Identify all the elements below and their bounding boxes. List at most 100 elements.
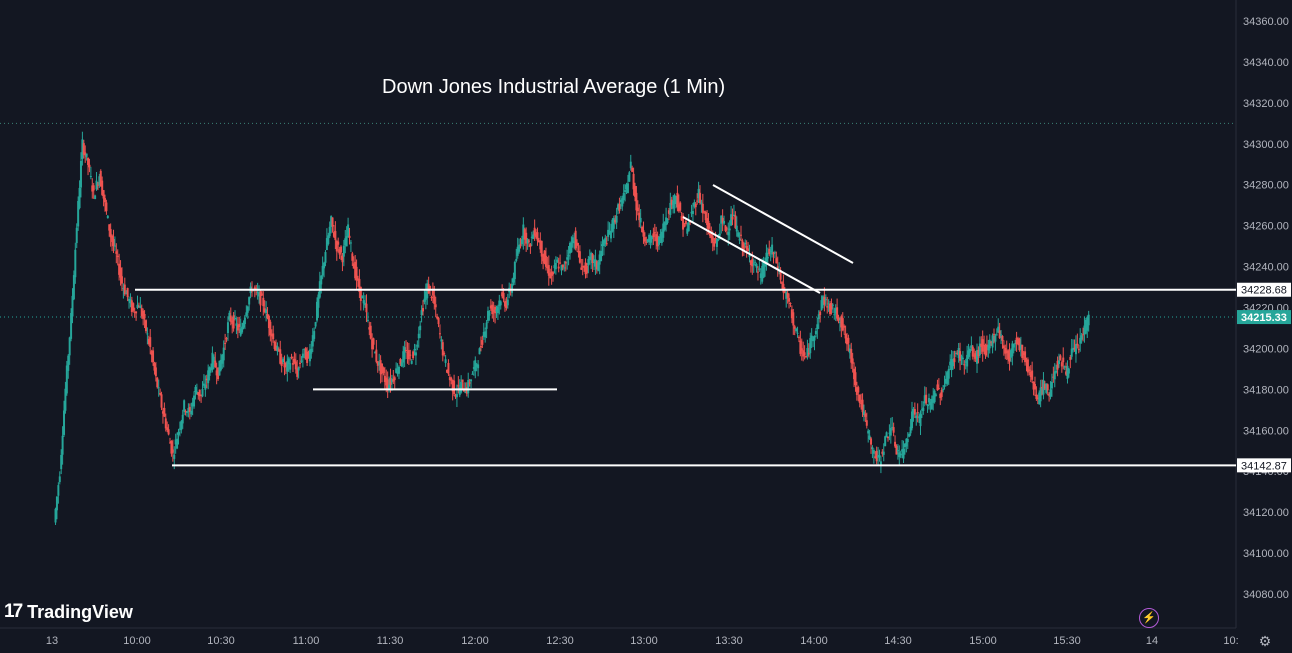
candle-body [737, 232, 740, 237]
candle-body [316, 301, 318, 321]
candle-body [669, 202, 672, 215]
candle-body [277, 349, 280, 351]
candle-body [720, 215, 723, 224]
candle-body [738, 238, 741, 241]
candle-body [498, 300, 501, 307]
candle-body [362, 300, 365, 304]
candle-body [116, 255, 119, 257]
candle-body [275, 345, 278, 351]
candle-body [267, 315, 270, 329]
candle-body [505, 300, 508, 308]
candle-body [1086, 317, 1089, 331]
candle-body [634, 186, 636, 197]
candle-body [194, 386, 197, 393]
candle-body [263, 308, 266, 313]
candle-body [833, 314, 836, 316]
candle-body [580, 267, 583, 270]
candle-body [732, 214, 735, 217]
candle-body [1007, 350, 1010, 360]
candle-body [980, 343, 983, 347]
candle-body [542, 254, 545, 262]
candle-body [245, 312, 248, 316]
candle-body [925, 394, 928, 404]
candle-body [881, 451, 884, 454]
candle-body [730, 214, 733, 226]
candle-body [102, 190, 105, 199]
candle-body [282, 358, 285, 363]
candle-body [700, 202, 703, 204]
x-tick-label: 10:00 [123, 635, 151, 647]
candle-body [838, 321, 841, 323]
candle-body [1001, 336, 1004, 341]
candle-body [574, 230, 577, 249]
candle-body [997, 326, 1000, 333]
candle-body [265, 309, 268, 314]
candle-body [756, 271, 759, 273]
candle-body [976, 350, 979, 364]
candle-body [674, 196, 677, 200]
candle-body [492, 310, 495, 312]
candle-body [827, 303, 830, 305]
candle-body [624, 190, 627, 193]
candle-body [676, 192, 679, 208]
candle-body [85, 153, 88, 157]
candle-body [1055, 370, 1058, 373]
candle-body [848, 348, 851, 354]
y-tick-label: 34120.00 [1243, 507, 1289, 519]
candle-body [330, 216, 333, 227]
candle-body [416, 345, 419, 347]
candle-body [699, 192, 702, 203]
candle-body [1032, 381, 1035, 390]
candle-body [474, 360, 477, 372]
candle-body [293, 358, 296, 363]
candle-body [129, 299, 132, 304]
candle-body [903, 443, 906, 448]
candle-body [857, 387, 860, 393]
candle-body [748, 255, 751, 258]
y-tick-label: 34260.00 [1243, 221, 1289, 233]
candle-body [444, 359, 447, 363]
candle-body [888, 432, 891, 434]
candle-body [872, 450, 875, 454]
candle-body [87, 158, 90, 165]
candle-body [383, 375, 386, 383]
candle-body [909, 426, 912, 434]
candle-body [751, 259, 754, 267]
candle-body [310, 348, 313, 354]
candle-body [892, 427, 895, 433]
last-price-box [1237, 310, 1291, 325]
candle-body [446, 369, 449, 373]
tradingview-logo[interactable]: 17 TradingView [4, 601, 133, 623]
candle-body [270, 333, 273, 337]
candle-body [749, 260, 752, 266]
candle-body [414, 352, 417, 356]
candle-body [1056, 360, 1059, 370]
candle-body [1004, 348, 1007, 354]
candle-body [1076, 343, 1079, 346]
candle-body [670, 199, 673, 205]
candle-body [740, 234, 742, 236]
candle-body [441, 342, 444, 356]
candle-body [122, 288, 125, 290]
candle-body [622, 193, 625, 201]
candle-body [431, 288, 434, 296]
candle-body [861, 399, 864, 413]
candle-body [351, 253, 354, 261]
candle-body [680, 216, 683, 221]
y-tick-label: 34080.00 [1243, 589, 1289, 601]
candle-body [451, 380, 454, 392]
candle-body [597, 262, 600, 271]
candle-body [256, 292, 259, 294]
lightning-icon[interactable]: ⚡ [1139, 608, 1159, 628]
candle-body [248, 297, 251, 305]
candle-body [768, 248, 771, 255]
gear-icon[interactable]: ⚙ [1258, 633, 1272, 649]
candle-body [342, 245, 345, 257]
candle-body [1036, 397, 1039, 400]
candle-body [395, 368, 398, 373]
candle-body [817, 314, 820, 320]
candle-body [405, 349, 408, 351]
candle-body [566, 257, 569, 260]
candle-body [956, 352, 959, 354]
